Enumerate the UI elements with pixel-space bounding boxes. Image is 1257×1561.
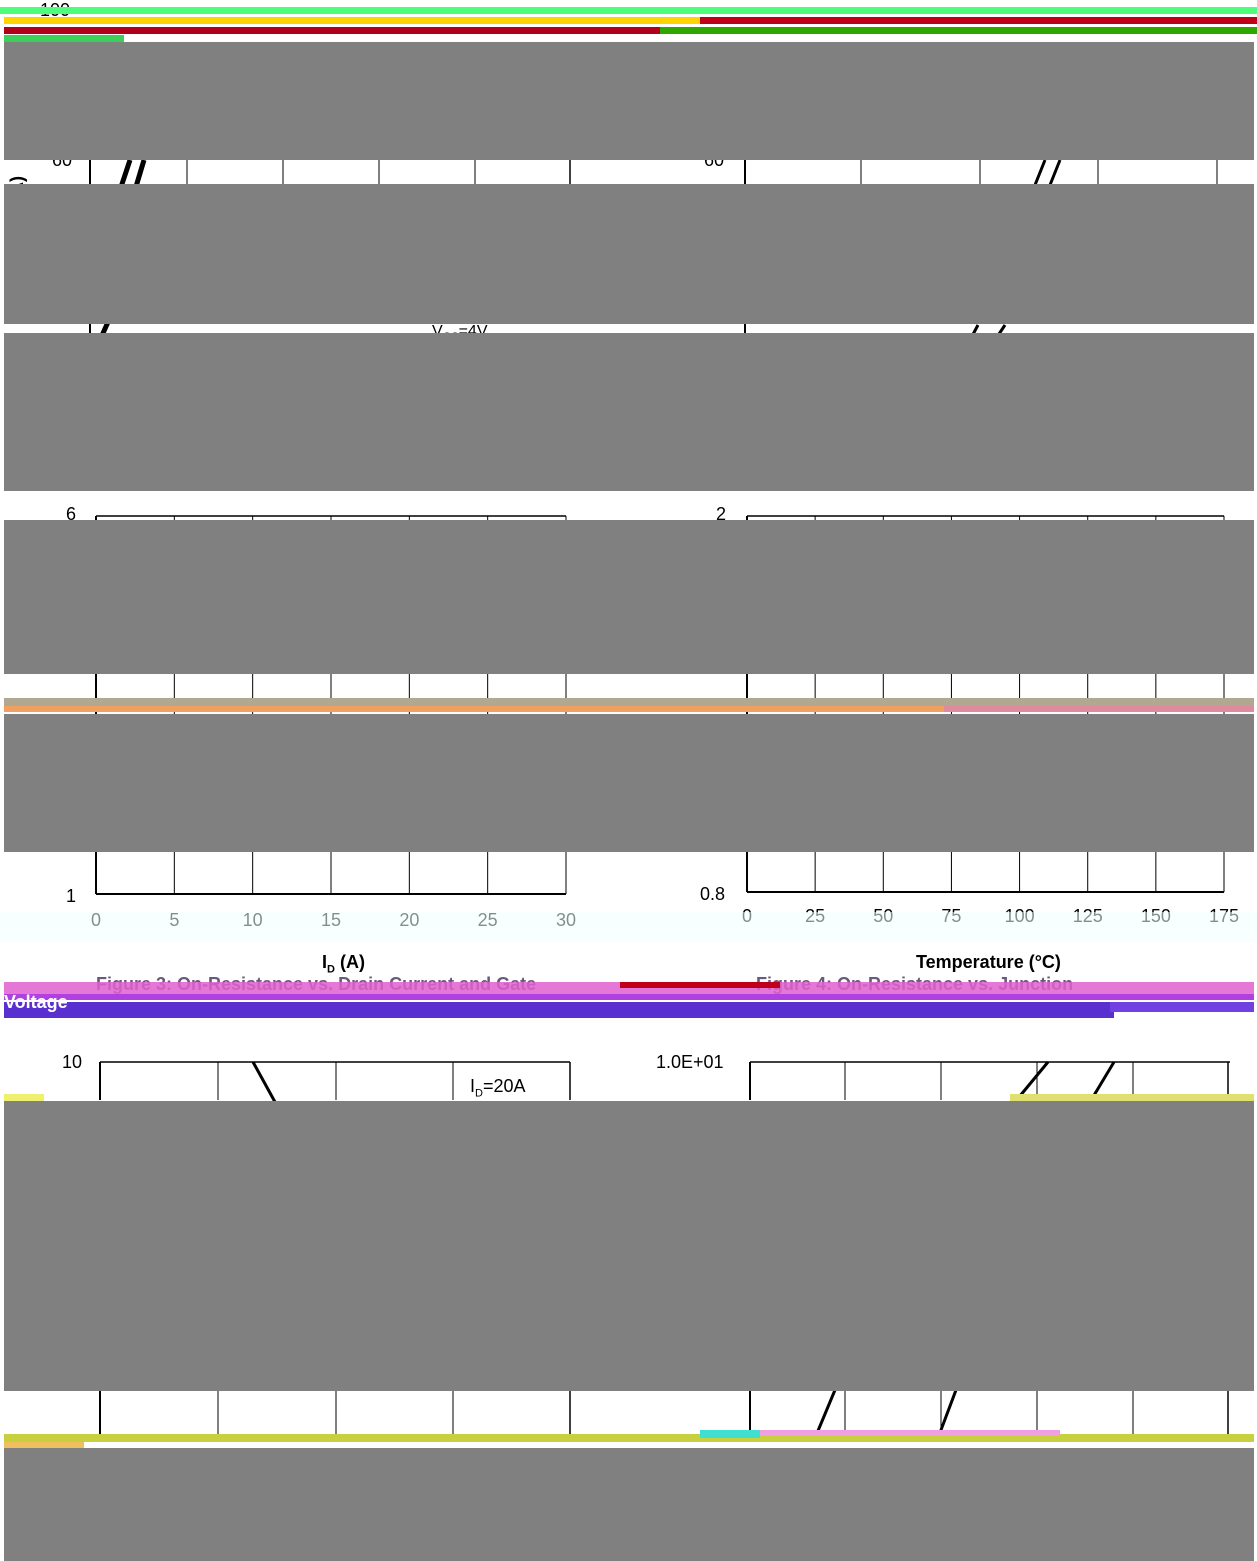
caption-noise-band [0,982,1257,1030]
noise-band-mid [0,698,1257,714]
fig3-ytick-6: 6 [66,504,77,524]
noise-band-bottom-2 [0,1430,1257,1450]
fig4-xlabel: Temperature (°C) [916,952,1061,972]
fig5-plot [99,1061,571,1438]
fig3-ytick-1: 1 [66,886,77,906]
fig5-annotation-id: ID=20A [470,1076,526,1100]
occlusion-3 [4,333,1254,491]
xtick-white-band [0,912,1257,942]
fig6-chart: 1.0E+01 [620,1040,1257,1561]
occlusion-5 [4,714,1254,852]
occlusion-6 [4,1101,1254,1391]
fig4-ytick-2: 2 [716,504,727,524]
fig5-chart: 10 ID=20A [0,1040,620,1561]
occlusion-1 [4,42,1254,160]
fig5-ytick-10: 10 [62,1052,83,1072]
fig6-ytick-1e1: 1.0E+01 [656,1052,724,1072]
occlusion-7 [4,1448,1254,1561]
fig4-ytick-0-8: 0.8 [700,884,726,904]
fig3-caption-line2: Voltage [4,992,68,1012]
fig3-xlabel: ID (A) [322,952,365,976]
occlusion-4 [4,520,1254,674]
noise-band-bottom-1 [0,1094,1257,1102]
occlusion-2 [4,184,1254,324]
noise-band-top [0,5,1257,45]
